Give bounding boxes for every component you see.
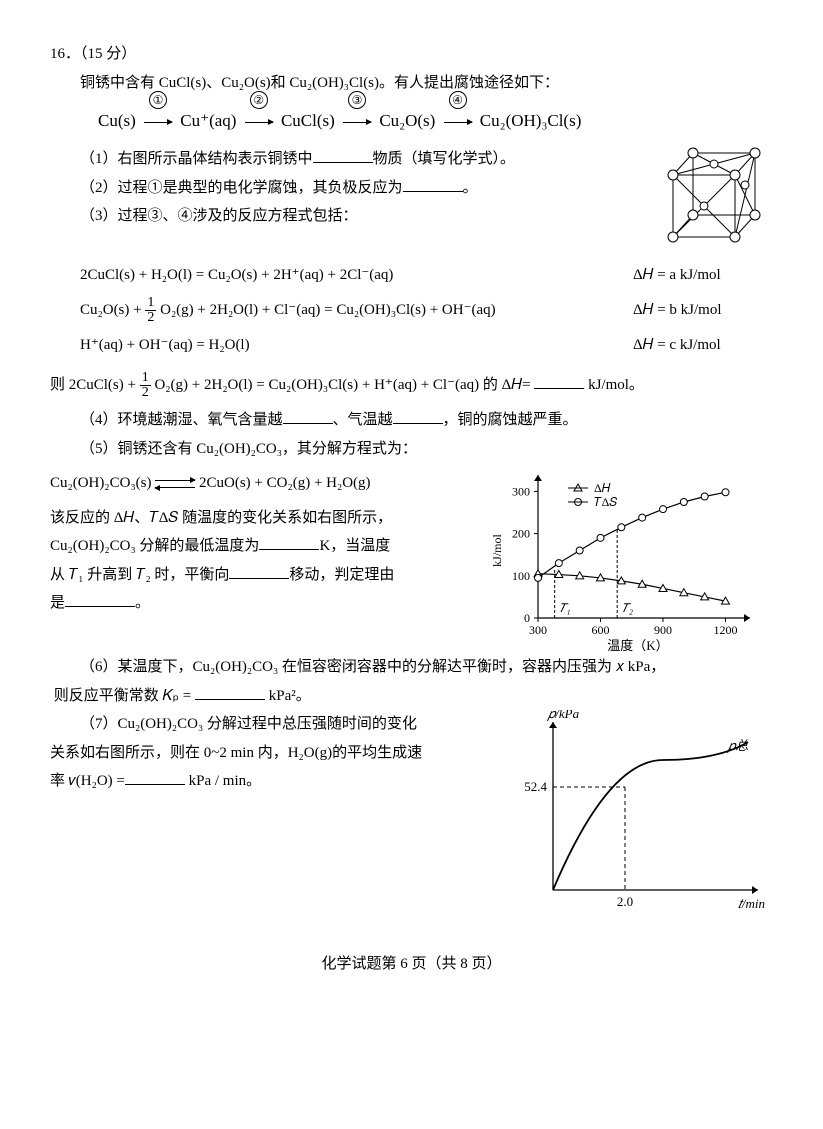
blank-5a[interactable]: [259, 534, 319, 550]
eq2: Cu₂O(s) + 12 O₂(g) + 2H₂O(l) + Cl⁻(aq) =…: [50, 296, 773, 325]
p5t2b: K，当温度: [319, 538, 390, 554]
eq5-left: Cu₂(OH)₂CO₃(s): [50, 475, 152, 491]
equilibrium-arrow: [155, 478, 195, 490]
step-label-2: ②: [250, 91, 268, 109]
p4a: （4）环境越潮湿、氧气含量越: [80, 412, 283, 428]
part7a: （7）Cu₂(OH)₂CO₃ 分解过程中总压强随时间的变化: [50, 710, 503, 739]
svg-text:900: 900: [654, 623, 672, 637]
species2: Cu⁺(aq): [180, 111, 236, 130]
species4: Cu₂O(s): [379, 111, 435, 130]
step-label-1: ①: [149, 91, 167, 109]
blank-4a[interactable]: [283, 408, 333, 424]
blank-7[interactable]: [125, 769, 185, 785]
part7c: 率 𝑣(H₂O) = kPa / min。: [50, 767, 503, 796]
eq3-left: H⁺(aq) + OH⁻(aq) = H₂O(l): [80, 337, 250, 353]
p5t3: 从 𝑇₁ 升高到 𝑇₂ 时，平衡向 移动，判定理由: [50, 561, 483, 590]
hess-sum: 则 2CuCl(s) + 12 O₂(g) + 2H₂O(l) = Cu₂(OH…: [50, 371, 773, 400]
eq1-dH: Δ𝐻 = a kJ/mol: [633, 261, 773, 290]
blank-5c[interactable]: [65, 591, 135, 607]
question-number: 16．（15 分）: [50, 40, 773, 69]
svg-text:温度（K）: 温度（K）: [607, 638, 668, 653]
svg-text:𝑝总: 𝑝总: [726, 738, 748, 753]
svg-text:𝑇₂: 𝑇₂: [621, 601, 633, 615]
svg-text:𝑇Δ𝑆: 𝑇Δ𝑆: [594, 495, 617, 509]
p2a: （2）过程①是典型的电化学腐蚀，其负极反应为: [80, 180, 403, 196]
svg-text:100: 100: [512, 569, 530, 583]
hess-c: kJ/mol。: [588, 377, 644, 393]
svg-text:𝑝/kPa: 𝑝/kPa: [546, 710, 580, 721]
eq3: H⁺(aq) + OH⁻(aq) = H₂O(l) Δ𝐻 = c kJ/mol: [50, 331, 773, 360]
part6a: （6）某温度下，Cu₂(OH)₂CO₃ 在恒容密闭容器中的分解达平衡时，容器内压…: [50, 653, 773, 682]
svg-text:600: 600: [592, 623, 610, 637]
eq5-right: 2CuO(s) + CO₂(g) + H₂O(g): [199, 475, 371, 491]
blank-hess[interactable]: [534, 373, 584, 389]
p1a: （1）右图所示晶体结构表示铜锈中: [80, 151, 313, 167]
svg-text:2.0: 2.0: [617, 894, 633, 909]
p5t4b: 。: [135, 595, 150, 611]
p1b: 物质（填写化学式）。: [373, 151, 516, 167]
p6b: 则反应平衡常数 𝐾ₚ =: [54, 688, 192, 704]
svg-text:52.4: 52.4: [524, 779, 547, 794]
blank-6[interactable]: [195, 684, 265, 700]
part5: （5）铜锈还含有 Cu₂(OH)₂CO₃，其分解方程式为：: [50, 435, 773, 464]
unit-cell-diagram: [663, 145, 773, 255]
eq2-dH: Δ𝐻 = b kJ/mol: [633, 296, 773, 325]
part4: （4）环境越潮湿、氧气含量越 、气温越 ，铜的腐蚀越严重。: [50, 406, 773, 435]
p4b: 、气温越: [333, 412, 393, 428]
p4c: ，铜的腐蚀越严重。: [443, 412, 578, 428]
eq5: Cu₂(OH)₂CO₃(s) 2CuO(s) + CO₂(g) + H₂O(g): [50, 469, 483, 498]
p7c2: kPa / min。: [189, 773, 262, 789]
eq2-left-b: O₂(g) + 2H₂O(l) + Cl⁻(aq) = Cu₂(OH)₃Cl(s…: [160, 302, 496, 318]
reaction-pathway: Cu(s) ① Cu⁺(aq) ② CuCl(s) ③ Cu₂O(s) ④ Cu…: [50, 105, 773, 137]
eq2-left-a: Cu₂O(s) +: [80, 302, 142, 318]
part7b: 关系如右图所示，则在 0~2 min 内，H₂O(g)的平均生成速: [50, 739, 503, 768]
blank-2[interactable]: [403, 176, 463, 192]
step-label-4: ④: [449, 91, 467, 109]
part3: （3）过程③、④涉及的反应方程式包括：: [50, 202, 663, 231]
part6b: 则反应平衡常数 𝐾ₚ = kPa²。: [50, 682, 773, 711]
part1: （1）右图所示晶体结构表示铜锈中 物质（填写化学式）。: [50, 145, 663, 174]
blank-4b[interactable]: [393, 408, 443, 424]
eq3-dH: Δ𝐻 = c kJ/mol: [633, 331, 773, 360]
blank-5b[interactable]: [229, 563, 289, 579]
p6c: kPa²。: [269, 688, 311, 704]
chart-dH-TdS: 01002003003006009001200kJ/mol温度（K）𝑇₁𝑇₂Δ𝐻…: [483, 463, 773, 653]
svg-text:kJ/mol: kJ/mol: [490, 534, 504, 567]
p5t4a: 是: [50, 595, 65, 611]
eq1: 2CuCl(s) + H₂O(l) = Cu₂O(s) + 2H⁺(aq) + …: [50, 261, 773, 290]
step-label-3: ③: [348, 91, 366, 109]
svg-text:200: 200: [512, 527, 530, 541]
svg-text:𝑇₁: 𝑇₁: [559, 601, 571, 615]
hess-a: 则 2CuCl(s) +: [50, 377, 136, 393]
p5t4: 是。: [50, 589, 483, 618]
p5t2: Cu₂(OH)₂CO₃ 分解的最低温度为 K，当温度: [50, 532, 483, 561]
svg-text:300: 300: [529, 623, 547, 637]
p2b: 。: [463, 180, 478, 196]
species1: Cu(s): [98, 111, 136, 130]
eq1-left: 2CuCl(s) + H₂O(l) = Cu₂O(s) + 2H⁺(aq) + …: [80, 267, 393, 283]
blank-1[interactable]: [313, 147, 373, 163]
svg-text:Δ𝐻: Δ𝐻: [594, 481, 611, 495]
page-footer: 化学试题第 6 页（共 8 页）: [50, 950, 773, 979]
hess-b: O₂(g) + 2H₂O(l) = Cu₂(OH)₃Cl(s) + H⁺(aq)…: [154, 377, 530, 393]
p5t1: 该反应的 Δ𝐻、𝑇Δ𝑆 随温度的变化关系如右图所示，: [50, 504, 483, 533]
svg-text:1200: 1200: [714, 623, 738, 637]
part2: （2）过程①是典型的电化学腐蚀，其负极反应为 。: [50, 174, 663, 203]
p7c1: 率 𝑣(H₂O) =: [50, 773, 125, 789]
species5: Cu₂(OH)₃Cl(s): [480, 111, 582, 130]
chart-pressure-time: 𝑝/kPa 𝑡/min 𝑝总 52.4 2.0: [503, 710, 773, 920]
p5t3b: 移动，判定理由: [289, 567, 394, 583]
p5t3a: 从 𝑇₁ 升高到 𝑇₂ 时，平衡向: [50, 567, 229, 583]
p5t2a: Cu₂(OH)₂CO₃ 分解的最低温度为: [50, 538, 259, 554]
species3: CuCl(s): [281, 111, 335, 130]
svg-text:𝑡/min: 𝑡/min: [738, 896, 765, 911]
svg-text:300: 300: [512, 485, 530, 499]
